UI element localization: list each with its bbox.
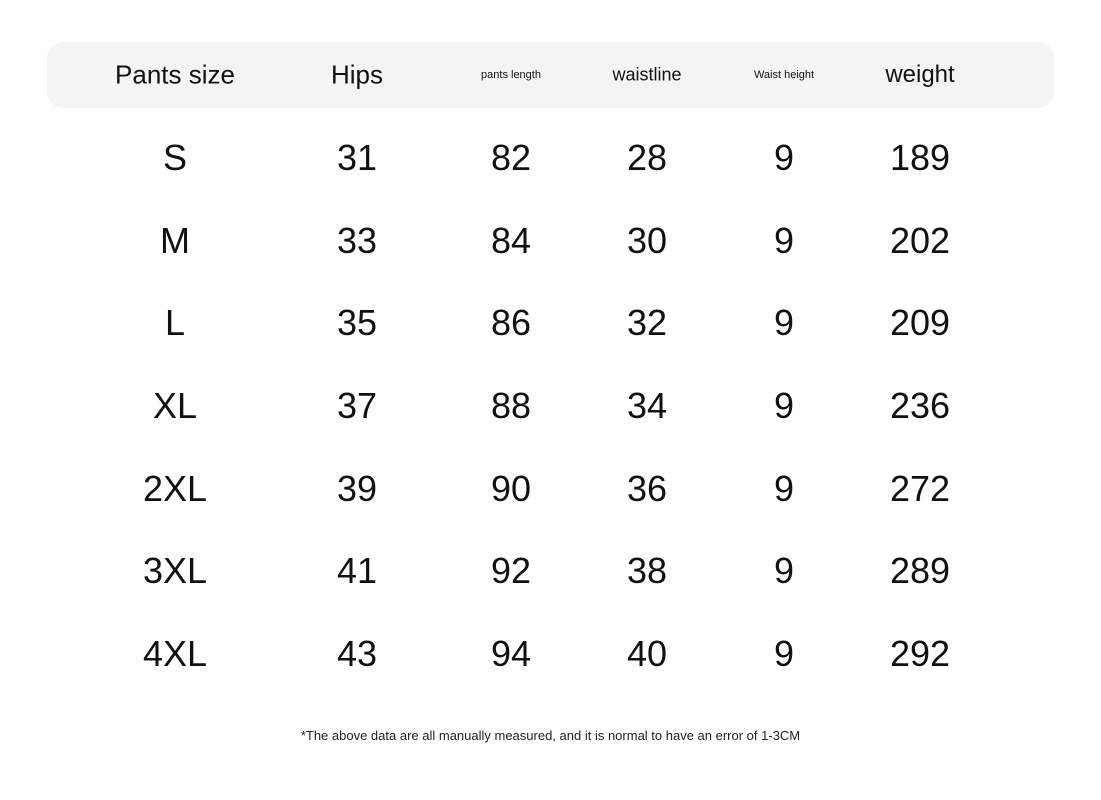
- cell-weight: 189: [889, 137, 951, 178]
- cell-weight: 202: [889, 220, 951, 261]
- cell-pants-length: 92: [490, 550, 532, 591]
- cell-hips: 35: [336, 302, 378, 343]
- cell-weight: 209: [889, 302, 951, 343]
- cell-pants-size: L: [164, 302, 186, 343]
- cell-pants-size: XL: [152, 385, 198, 426]
- header-hips: Hips: [330, 59, 384, 90]
- cell-pants-length: 90: [490, 468, 532, 509]
- measurement-note: *The above data are all manually measure…: [300, 728, 801, 743]
- cell-hips: 39: [336, 468, 378, 509]
- cell-waist-height: 9: [773, 302, 795, 343]
- cell-waist-height: 9: [773, 550, 795, 591]
- header-weight: weight: [885, 61, 955, 88]
- cell-waistline: 36: [626, 468, 668, 509]
- cell-waist-height: 9: [773, 385, 795, 426]
- header-pants-length: pants length: [481, 69, 541, 81]
- cell-pants-size: S: [162, 137, 188, 178]
- table-header: [47, 42, 1054, 108]
- cell-waistline: 34: [626, 385, 668, 426]
- header-pants-size: Pants size: [115, 59, 235, 90]
- cell-weight: 236: [889, 385, 951, 426]
- cell-weight: 272: [889, 468, 951, 509]
- cell-pants-length: 94: [490, 633, 532, 674]
- cell-waistline: 30: [626, 220, 668, 261]
- cell-pants-size: M: [160, 220, 190, 261]
- cell-hips: 43: [336, 633, 378, 674]
- cell-pants-length: 86: [490, 302, 532, 343]
- cell-pants-size: 3XL: [142, 550, 208, 591]
- cell-pants-length: 88: [490, 385, 532, 426]
- cell-hips: 33: [336, 220, 378, 261]
- cell-hips: 37: [336, 385, 378, 426]
- cell-weight: 289: [889, 550, 951, 591]
- cell-waist-height: 9: [773, 633, 795, 674]
- cell-waist-height: 9: [773, 468, 795, 509]
- cell-hips: 41: [336, 550, 378, 591]
- cell-waist-height: 9: [773, 220, 795, 261]
- cell-hips: 31: [336, 137, 378, 178]
- cell-pants-size: 2XL: [142, 468, 208, 509]
- cell-waistline: 38: [626, 550, 668, 591]
- cell-pants-length: 84: [490, 220, 532, 261]
- header-waistline: waistline: [612, 64, 682, 85]
- cell-waistline: 40: [626, 633, 668, 674]
- header-waist-height: Waist height: [753, 69, 815, 81]
- cell-waist-height: 9: [773, 137, 795, 178]
- cell-pants-size: 4XL: [142, 633, 208, 674]
- cell-weight: 292: [889, 633, 951, 674]
- cell-waistline: 28: [626, 137, 668, 178]
- cell-waistline: 32: [626, 302, 668, 343]
- cell-pants-length: 82: [490, 137, 532, 178]
